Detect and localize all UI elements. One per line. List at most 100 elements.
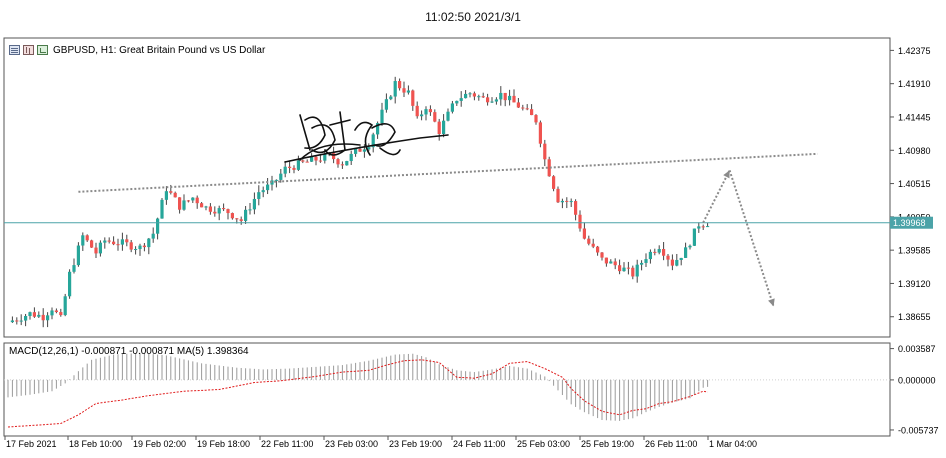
candle-body [424, 109, 428, 115]
trendline [78, 152, 818, 193]
candle-body [380, 109, 384, 124]
candle-body [376, 123, 380, 135]
candle-body [191, 197, 195, 201]
candle-body [248, 209, 252, 211]
candle-body [208, 206, 212, 212]
candle-body [239, 219, 243, 221]
candle-body [244, 209, 248, 221]
candles-icon[interactable] [37, 45, 48, 55]
current-price-label: 1.39968 [893, 218, 926, 228]
candle-body [279, 173, 283, 180]
candle-body [129, 242, 133, 250]
candle-body [134, 249, 138, 251]
time-tick-label: 18 Feb 10:00 [69, 439, 122, 449]
bars-icon[interactable] [23, 45, 34, 55]
candle-body [556, 188, 560, 203]
candle-body [468, 93, 472, 95]
candle-body [587, 238, 591, 244]
candle-body [525, 108, 529, 110]
macd-tick-label: 0.000000 [898, 375, 936, 385]
candle-body [305, 161, 309, 163]
candle-body [68, 271, 72, 297]
candle-body [120, 239, 124, 245]
candle-body [160, 199, 164, 219]
candle-body [204, 206, 208, 208]
candle-body [98, 242, 102, 254]
time-tick-label: 26 Feb 11:00 [645, 439, 697, 449]
candle-body [481, 96, 485, 98]
candle-body [640, 262, 644, 265]
candle-body [142, 245, 146, 248]
candle-body [415, 105, 419, 117]
candle-body [50, 310, 54, 316]
candle-body [76, 245, 80, 266]
candle-body [332, 153, 336, 160]
candle-body [90, 240, 94, 248]
candle-body [626, 267, 630, 269]
candle-body [230, 213, 234, 219]
candle-body [310, 156, 314, 162]
candle-body [499, 92, 503, 100]
candle-body [156, 218, 160, 234]
candle-body [464, 93, 468, 99]
candle-body [508, 95, 512, 101]
candle-body [516, 102, 520, 108]
price-tick-label: 1.40515 [898, 179, 931, 189]
candle-body [648, 251, 652, 260]
candle-body [116, 244, 120, 246]
macd-tick-label: 0.003587 [898, 344, 936, 354]
price-tick-label: 1.41445 [898, 112, 931, 122]
server-timestamp: 11:02:50 2021/3/1 [425, 10, 521, 24]
candle-body [490, 101, 494, 103]
candle-body [653, 251, 657, 253]
forecast-arrow-line [702, 169, 731, 224]
candle-body [41, 314, 45, 321]
candle-body [182, 200, 186, 210]
time-tick-label: 17 Feb 2021 [6, 439, 57, 449]
signature-stroke [371, 123, 401, 156]
candle-body [19, 320, 23, 322]
signature-stroke [284, 134, 449, 163]
candle-body [138, 245, 142, 250]
time-tick-label: 1 Mar 04:00 [709, 439, 757, 449]
macd-chart-plot [4, 352, 890, 428]
candle-body [565, 200, 569, 202]
candle-body [411, 90, 415, 106]
candle-body [494, 99, 498, 102]
chart-window-icon[interactable] [9, 45, 20, 55]
candle-body [631, 267, 635, 277]
price-tick-label: 1.38655 [898, 312, 931, 322]
candle-body [560, 200, 564, 203]
signature-stroke [311, 124, 336, 154]
candle-body [472, 93, 476, 97]
candle-body [266, 184, 270, 191]
candle-body [292, 167, 296, 170]
signature [284, 111, 449, 163]
candle-body [32, 312, 36, 317]
candle-body [288, 166, 292, 168]
time-tick-label: 19 Feb 02:00 [133, 439, 186, 449]
candle-body [389, 96, 393, 100]
candle-body [578, 214, 582, 229]
forecast-arrow-head [723, 170, 730, 179]
candle-body [24, 316, 28, 321]
price-tick-label: 1.40980 [898, 146, 931, 156]
candle-body [574, 201, 578, 215]
candle-body [701, 226, 705, 228]
candle-body [213, 211, 217, 214]
candle-body [235, 218, 239, 220]
time-tick-label: 19 Feb 18:00 [197, 439, 250, 449]
candle-body [442, 120, 446, 135]
candle-body [85, 235, 89, 241]
candle-body [446, 111, 450, 121]
candle-body [318, 160, 322, 162]
macd-tick-label: -0.005737 [898, 425, 939, 435]
candle-body [684, 247, 688, 258]
candle-body [450, 103, 454, 112]
candle-body [15, 320, 19, 322]
candle-body [600, 252, 604, 258]
candle-body [393, 81, 397, 97]
candle-body [543, 143, 547, 160]
time-tick-label: 22 Feb 11:00 [261, 439, 313, 449]
